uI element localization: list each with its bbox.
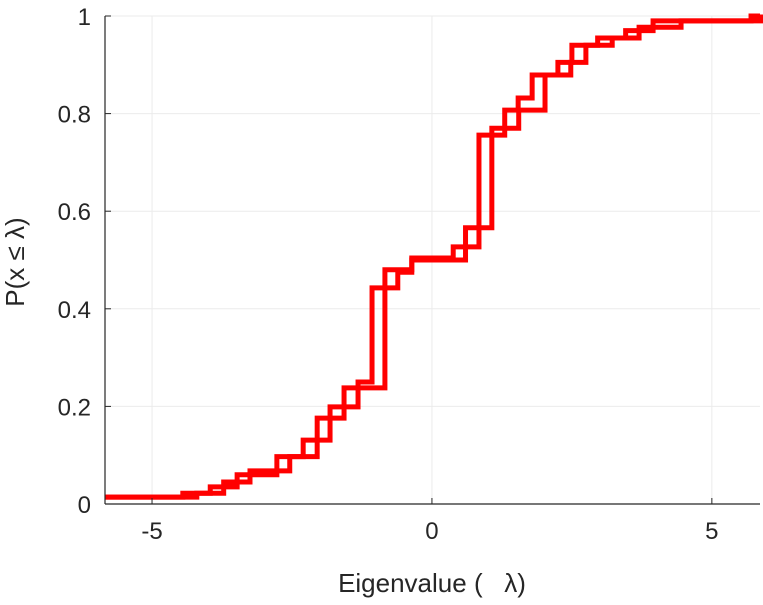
y-tick-label: 0	[78, 492, 91, 519]
series-line-cdf-2	[105, 14, 763, 500]
series-group	[105, 13, 763, 500]
x-tick-label: 5	[705, 518, 718, 545]
x-axis-label: Eigenvalue ( λ)	[338, 568, 526, 598]
y-tick-label: 0.6	[58, 199, 91, 226]
y-axis-label: P(x ≤ λ)	[0, 217, 30, 306]
y-tick-label: 0.4	[58, 297, 91, 324]
y-tick-label: 0.2	[58, 394, 91, 421]
y-tick-label: 1	[78, 4, 91, 31]
x-tick-label: 0	[425, 518, 438, 545]
x-tick-label: -5	[141, 518, 162, 545]
y-tick-label: 0.8	[58, 102, 91, 129]
series-line-cdf-1	[105, 13, 760, 500]
axes	[104, 15, 760, 505]
tick-labels: -5 0 5 0 0.2 0.4 0.6 0.8 1	[58, 4, 719, 545]
